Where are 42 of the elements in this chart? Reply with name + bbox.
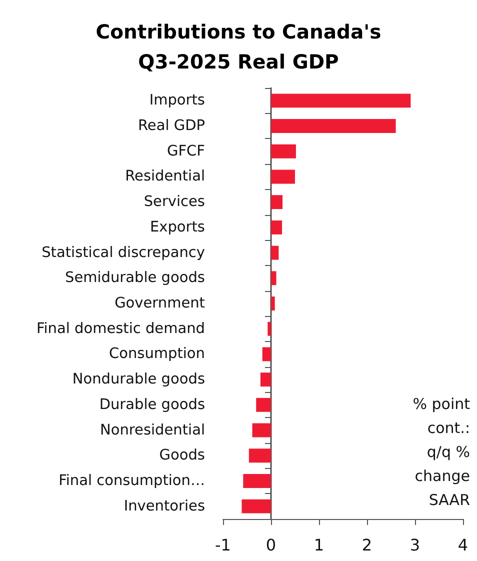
bar bbox=[260, 372, 271, 387]
bar bbox=[271, 170, 295, 184]
x-tick-label: 1 bbox=[314, 536, 324, 554]
bar bbox=[271, 220, 282, 234]
bar bbox=[252, 423, 271, 438]
x-tick-label: 2 bbox=[362, 536, 372, 554]
y-tick-label: Nonresidential bbox=[100, 422, 205, 438]
y-tick-label: GFCF bbox=[166, 143, 205, 160]
y-tick-label: Goods bbox=[159, 448, 205, 464]
bar bbox=[262, 347, 271, 362]
y-tick-label: Durable goods bbox=[99, 396, 205, 413]
bar bbox=[271, 246, 279, 260]
bar bbox=[242, 499, 271, 514]
y-tick-label: Statistical discrepancy bbox=[42, 244, 206, 261]
y-tick-label: Inventories bbox=[124, 498, 205, 514]
bar bbox=[271, 271, 276, 286]
y-tick-label: Final consumption… bbox=[58, 472, 205, 489]
bar bbox=[271, 144, 296, 158]
bar bbox=[271, 195, 283, 210]
y-tick-label: Services bbox=[144, 194, 205, 210]
y-tick-label: Exports bbox=[150, 219, 205, 236]
bar bbox=[268, 322, 271, 336]
x-tick-label: 0 bbox=[266, 536, 276, 554]
x-tick-label: 3 bbox=[410, 536, 420, 554]
y-tick-label: Real GDP bbox=[138, 118, 206, 134]
y-tick-label: Imports bbox=[149, 92, 205, 109]
y-tick-label: Nondurable goods bbox=[72, 372, 205, 388]
y-tick-label: Residential bbox=[125, 168, 205, 185]
x-tick-label: -1 bbox=[215, 536, 231, 554]
annotation: % point cont.: q/q % change SAAR bbox=[412, 395, 470, 509]
bar bbox=[271, 94, 411, 108]
bar bbox=[271, 296, 275, 310]
bar bbox=[243, 474, 271, 488]
y-tick-label: Government bbox=[114, 296, 206, 312]
y-tick-label: Final domestic demand bbox=[36, 320, 205, 337]
y-tick-label: Semidurable goods bbox=[65, 270, 205, 286]
bar bbox=[256, 398, 271, 412]
x-tick-label: 4 bbox=[458, 536, 468, 554]
y-tick-label: Consumption bbox=[108, 346, 205, 362]
chart-title: Contributions to Canada's Q3-2025 Real GDP bbox=[96, 20, 382, 74]
bar bbox=[271, 119, 396, 133]
bar bbox=[248, 448, 271, 463]
